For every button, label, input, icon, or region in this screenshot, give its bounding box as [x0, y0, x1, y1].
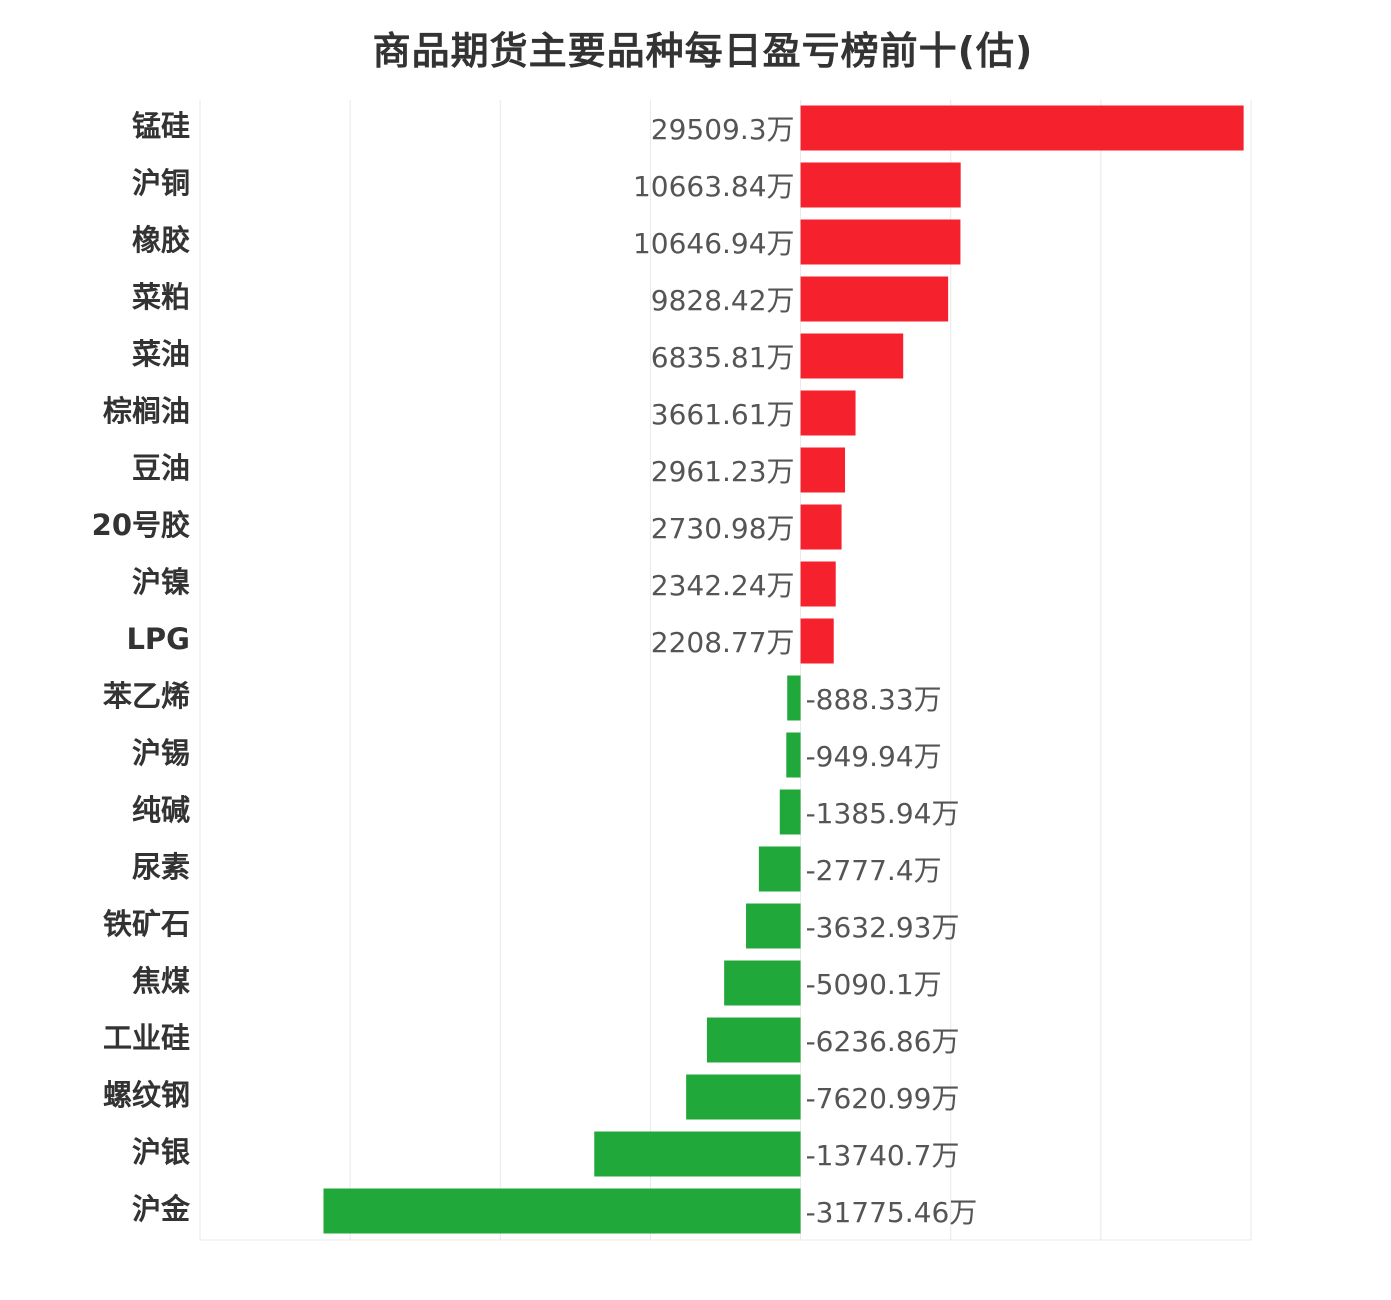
- category-label: 菜粕: [132, 280, 190, 314]
- bar-loss: [724, 960, 801, 1006]
- bar-gain: [800, 618, 834, 664]
- value-label: -31775.46万: [806, 1196, 978, 1229]
- value-label: 29509.3万: [651, 113, 795, 146]
- value-label: -888.33万: [806, 683, 942, 716]
- grid-layer: [199, 100, 1252, 1241]
- category-label: 沪锡: [132, 736, 190, 770]
- bar-loss: [686, 1074, 801, 1120]
- value-label: -3632.93万: [806, 911, 960, 944]
- value-label: 3661.61万: [651, 398, 795, 431]
- value-label: 2961.23万: [651, 455, 795, 488]
- bar-gain: [800, 504, 842, 550]
- category-label: 沪银: [132, 1135, 190, 1169]
- bar-loss: [779, 789, 801, 835]
- chart-title: 商品期货主要品种每日盈亏榜前十(估): [372, 29, 1034, 73]
- category-label: 螺纹钢: [103, 1078, 190, 1112]
- category-label: 沪镍: [132, 565, 190, 599]
- category-label: LPG: [126, 622, 190, 656]
- bar-gain: [800, 390, 856, 436]
- bar-gain: [800, 219, 961, 265]
- value-label: 2342.24万: [651, 569, 795, 602]
- category-label: 菜油: [132, 337, 190, 371]
- category-label: 尿素: [132, 850, 190, 884]
- bar-gain: [800, 162, 961, 208]
- value-label: -6236.86万: [806, 1025, 960, 1058]
- bar-layer: [323, 105, 1244, 1234]
- value-label: -13740.7万: [806, 1139, 960, 1172]
- value-label: -1385.94万: [806, 797, 960, 830]
- bar-gain: [800, 276, 949, 322]
- category-label: 锰硅: [132, 109, 190, 143]
- bar-loss: [746, 903, 801, 949]
- bar-gain: [800, 447, 846, 493]
- bar-loss: [758, 846, 801, 892]
- bar-gain: [800, 105, 1244, 151]
- category-label: 棕榈油: [103, 394, 190, 428]
- value-label: 2208.77万: [651, 626, 795, 659]
- value-label: 10646.94万: [633, 227, 795, 260]
- category-label: 橡胶: [132, 223, 190, 257]
- bar-gain: [800, 561, 836, 607]
- bar-loss: [786, 732, 801, 778]
- value-label: -7620.99万: [806, 1082, 960, 1115]
- value-label: -2777.4万: [806, 854, 942, 887]
- value-label: -5090.1万: [806, 968, 942, 1001]
- category-label: 20号胶: [92, 508, 190, 542]
- category-label: 铁矿石: [103, 907, 190, 941]
- value-label: 9828.42万: [651, 284, 795, 317]
- category-label: 沪铜: [132, 166, 190, 200]
- category-label: 沪金: [132, 1192, 191, 1226]
- value-label: 6835.81万: [651, 341, 795, 374]
- value-label: -949.94万: [806, 740, 942, 773]
- category-label: 工业硅: [103, 1021, 190, 1055]
- bar-loss: [323, 1188, 801, 1234]
- bar-loss: [787, 675, 801, 721]
- category-label: 苯乙烯: [103, 679, 190, 713]
- category-label: 豆油: [132, 451, 190, 485]
- bar-loss: [594, 1131, 801, 1177]
- bar-loss: [706, 1017, 801, 1063]
- value-label: 2730.98万: [651, 512, 795, 545]
- value-label: 10663.84万: [633, 170, 795, 203]
- bar-gain: [800, 333, 904, 379]
- category-label: 焦煤: [132, 964, 190, 998]
- category-label: 纯碱: [132, 793, 190, 827]
